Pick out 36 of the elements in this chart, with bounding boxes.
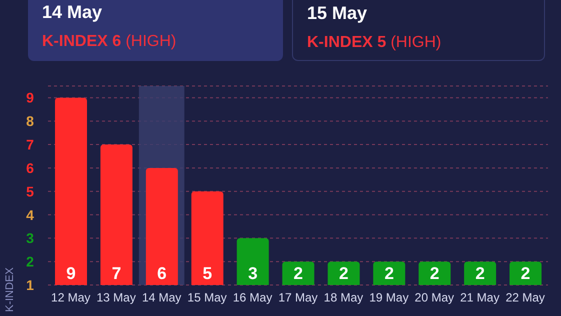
text: 14 May [42, 2, 102, 23]
y-tick-label: 2 [26, 254, 34, 270]
x-tick-label: 14 May [142, 290, 182, 305]
x-tick-label: 15 May [187, 290, 227, 305]
data-label: 2 [430, 264, 440, 283]
data-label: 2 [338, 264, 348, 283]
data-label: 6 [157, 264, 167, 283]
y-tick-label: 7 [26, 136, 34, 153]
x-tick-label: 18 May [324, 290, 364, 305]
y-tick-label: 1 [26, 277, 34, 293]
data-label: 2 [475, 264, 485, 283]
y-tick-label: 8 [26, 113, 34, 130]
x-tick-label: 21 May [460, 290, 500, 305]
x-tick-label: 12 May [51, 290, 90, 305]
y-tick-label: 3 [26, 230, 34, 246]
data-label: 7 [112, 264, 122, 283]
x-tick-label: 20 May [414, 290, 454, 305]
data-label: 9 [66, 264, 76, 283]
y-tick-label: 6 [26, 160, 34, 176]
x-tick-label: 22 May [506, 290, 545, 305]
x-tick-label: 19 May [369, 290, 409, 305]
data-label: 3 [248, 264, 258, 283]
text: K-INDEX 5 (HIGH) [307, 34, 442, 51]
y-tick-label: 4 [26, 206, 34, 223]
x-tick-label: 17 May [278, 290, 318, 305]
text: K-INDEX 6 (HIGH) [42, 33, 176, 50]
data-label: 2 [520, 264, 530, 283]
data-label: 2 [384, 264, 394, 283]
y-tick-label: 5 [26, 183, 34, 200]
text: 15 May [307, 3, 368, 24]
x-tick-label: 13 May [96, 290, 136, 305]
x-tick-label: 16 May [232, 290, 272, 305]
y-axis-title: K-INDEX [4, 267, 16, 312]
data-label: 5 [202, 264, 212, 283]
y-tick-label: 9 [26, 90, 34, 106]
data-label: 2 [294, 264, 304, 283]
